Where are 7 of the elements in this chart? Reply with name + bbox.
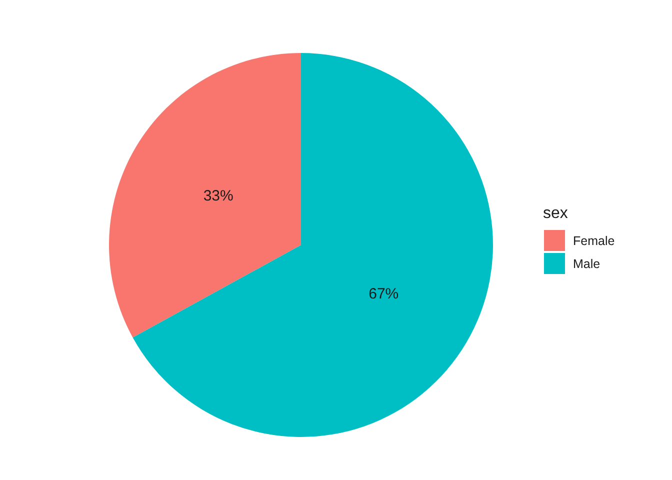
data-label: 67% xyxy=(368,285,399,302)
pie-slice xyxy=(109,53,301,338)
pie-slice xyxy=(132,53,493,437)
legend-label: Female xyxy=(573,234,615,248)
legend-title: sex xyxy=(542,205,569,223)
legend-label: Male xyxy=(573,256,600,270)
data-label: 33% xyxy=(203,188,234,205)
